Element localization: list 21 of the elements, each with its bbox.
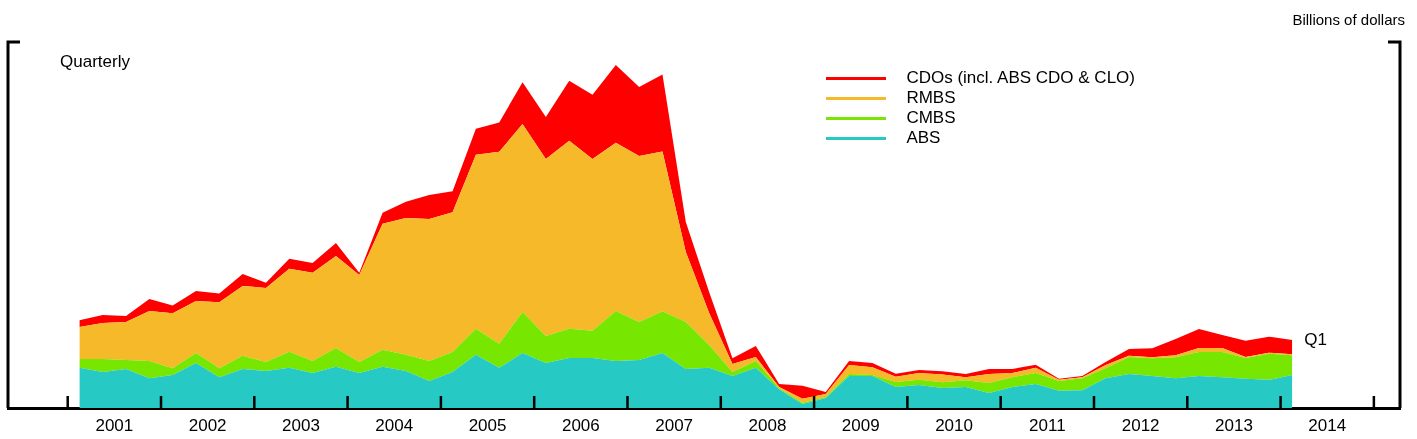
x-tick-label: 2002 [188, 415, 227, 435]
x-tick-label: 2008 [748, 415, 787, 435]
annotation: Quarterly [60, 51, 131, 71]
x-tick-label: 2010 [935, 415, 973, 435]
legend-label: RMBS [906, 88, 956, 108]
x-tick-label: 2004 [375, 415, 414, 435]
y-axis-title: Billions of dollars [1292, 10, 1405, 28]
x-tick-label: 2001 [95, 415, 134, 435]
x-tick-label: 2005 [468, 415, 507, 435]
x-tick-label: 2012 [1121, 415, 1160, 435]
x-tick-label: 2009 [841, 415, 880, 435]
legend-label: CDOs (incl. ABS CDO & CLO) [906, 68, 1135, 88]
legend-label: ABS [906, 128, 941, 148]
annotation: Q1 [1304, 329, 1327, 349]
x-tick-label: 2013 [1215, 415, 1253, 435]
x-tick-label: 2006 [561, 415, 600, 435]
x-tick-label: 2014 [1308, 415, 1347, 435]
legend-label: CMBS [906, 108, 956, 128]
x-tick-label: 2011 [1029, 415, 1066, 435]
x-tick-label: 2003 [282, 415, 320, 435]
x-tick-label: 2007 [655, 415, 694, 435]
